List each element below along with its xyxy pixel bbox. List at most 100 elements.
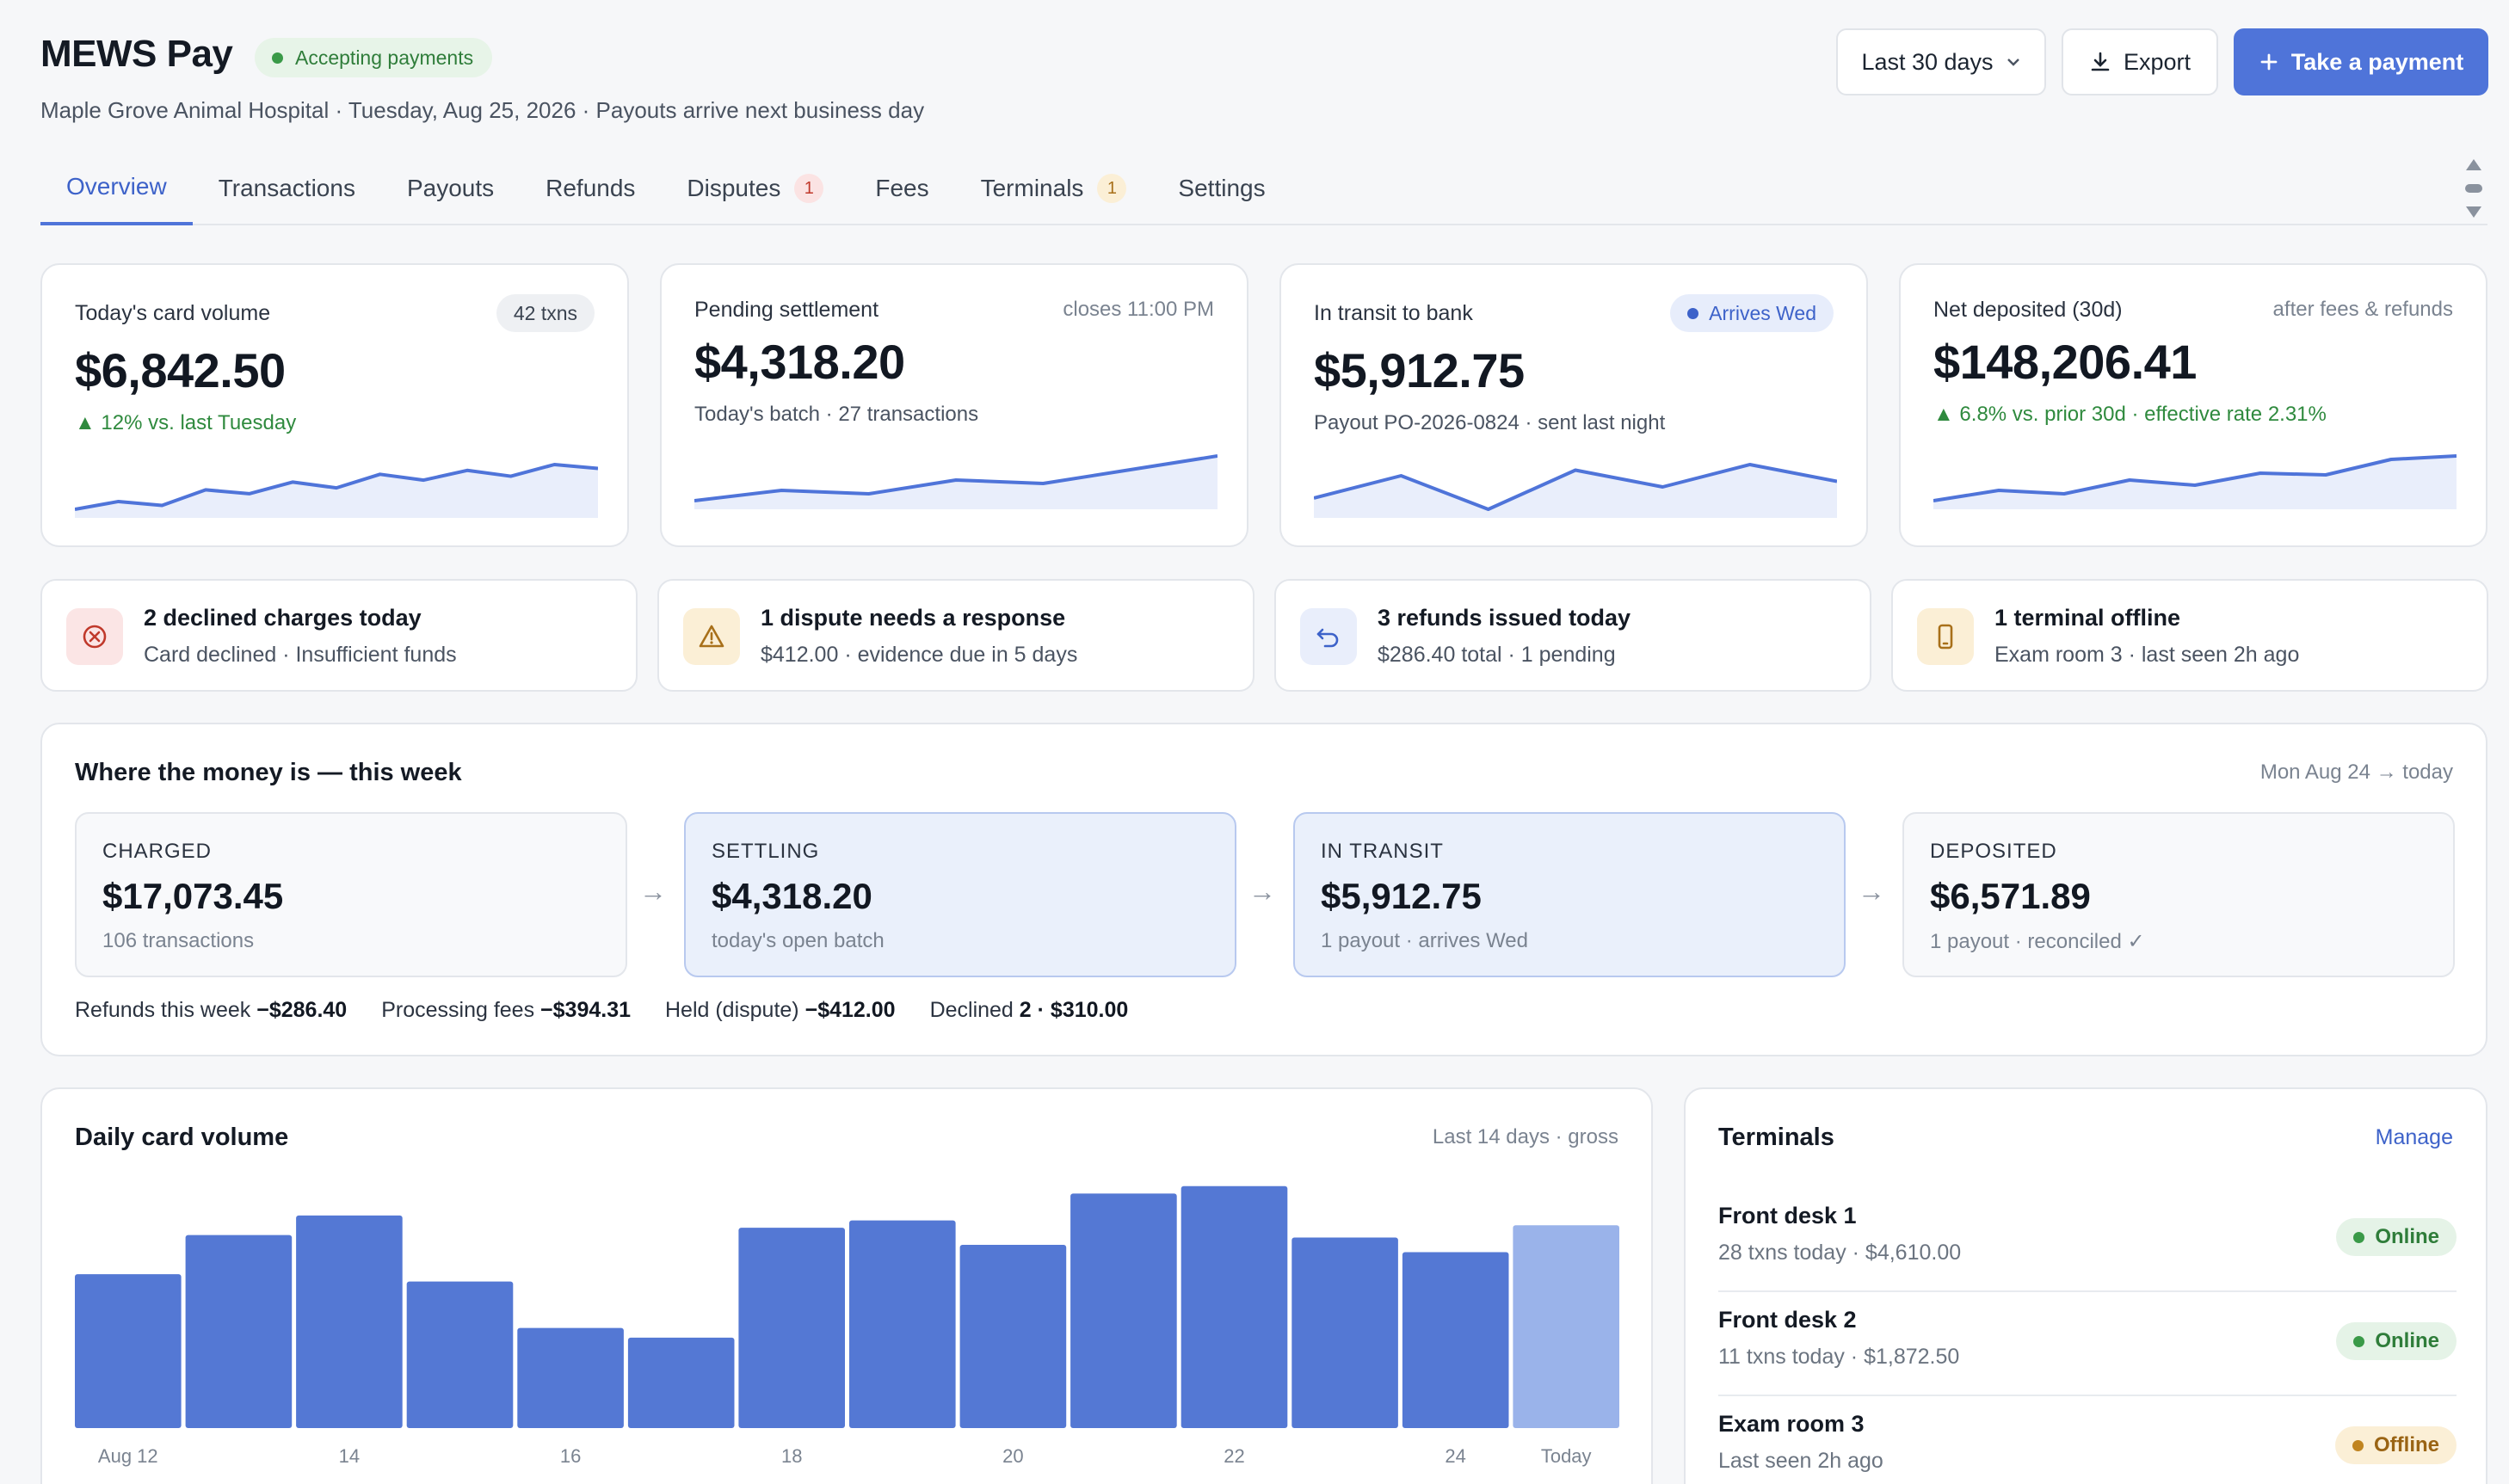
flow-stage-value: $5,912.75 [1321,876,1482,916]
tab-label: Transactions [218,175,355,201]
tab-count-badge: 1 [794,174,824,203]
daily-volume-title: Daily card volume [75,1124,289,1151]
flow-stage-subtitle: 106 transactions [102,929,255,952]
kpi-note: Payout PO-2026-0824 · sent last night [1314,411,1666,434]
scroll-up-icon[interactable] [2464,157,2483,172]
bar-22[interactable] [1181,1185,1288,1428]
terminal-detail: 11 txns today · $1,872.50 [1718,1345,1960,1369]
x-tick-label: 18 [781,1445,802,1467]
net-deposited-card[interactable]: Net deposited (30d) after fees & refunds… [1899,263,2487,547]
tab-overview[interactable]: Overview [40,151,193,225]
x-tick-label: 24 [1445,1445,1465,1467]
tab-scroll-control[interactable] [2463,157,2485,220]
flow-stage-label: IN TRANSIT [1321,840,1444,863]
date-range-select[interactable]: Last 30 days [1836,28,2046,95]
daily-volume-card: Daily card volume Last 14 days · gross A… [40,1087,1653,1484]
alert-card[interactable]: 1 terminal offline Exam room 3 · last se… [1891,579,2488,692]
terminal-name: Front desk 2 [1718,1307,1857,1333]
status-dot-icon [2353,1335,2365,1347]
tab-label: Settings [1178,175,1266,201]
kpi-label: In transit to bank [1314,301,1473,325]
tab-label: Refunds [546,175,636,201]
phone-icon [1917,608,1974,665]
alert-card[interactable]: 3 refunds issued today $286.40 total · 1… [1274,579,1871,692]
tab-disputes[interactable]: Disputes 1 [661,151,849,225]
terminal-name: Front desk 1 [1718,1203,1857,1228]
scroll-down-icon[interactable] [2464,205,2483,220]
brand-title: MEWS Pay [40,33,233,75]
bar-17[interactable] [627,1337,735,1428]
flow-stage-subtitle: today's open batch [712,929,885,952]
alert-title: 1 dispute needs a response [761,605,1066,631]
terminal-divider [1718,1395,2457,1396]
flow-stage-in-transit[interactable]: IN TRANSIT $5,912.75 1 payout · arrives … [1293,812,1846,977]
x-tick-label: Today [1541,1445,1592,1467]
page-subtitle: Maple Grove Animal Hospital · Tuesday, A… [40,97,925,123]
tab-fees[interactable]: Fees [849,151,954,225]
tab-settings[interactable]: Settings [1152,151,1291,225]
kpi-corner-note: closes 11:00 PM [1063,298,1214,321]
bar-13[interactable] [185,1235,293,1428]
scroll-thumb[interactable] [2465,184,2482,193]
bar-24[interactable] [1402,1252,1509,1429]
kpi-value: $6,842.50 [75,343,286,397]
x-tick-label: Aug 12 [98,1445,158,1467]
tab-label: Fees [875,175,929,201]
accepting-payments-label: Accepting payments [295,46,474,69]
kpi-sparkline [694,454,1218,509]
export-button[interactable]: Export [2062,28,2218,95]
flow-stage-deposited[interactable]: DEPOSITED $6,571.89 1 payout · reconcile… [1902,812,2455,977]
bar-18[interactable] [738,1228,845,1428]
money-flow-range: Mon Aug 24 → today [2259,760,2453,784]
date-range-label: Last 30 days [1861,48,1994,75]
tab-count-badge: 1 [1097,174,1127,203]
tab-refunds[interactable]: Refunds [520,151,661,225]
terminal-row[interactable]: Exam room 3 Last seen 2h ago Offline [1718,1402,2457,1484]
bar-15[interactable] [406,1281,514,1428]
bar-today[interactable] [1513,1225,1619,1428]
todays-card-volume-card[interactable]: Today's card volume 42 txns $6,842.50 ▲ … [40,263,629,547]
x-tick-label: 14 [339,1445,360,1467]
export-label: Export [2123,48,2192,75]
undo-icon [1300,608,1357,665]
status-dot-icon [2353,1231,2365,1243]
kpi-note: Today's batch · 27 transactions [694,403,979,426]
sparkline-area [694,456,1218,509]
alert-card[interactable]: 2 declined charges today Card declined ·… [40,579,638,692]
bar-19[interactable] [849,1220,956,1428]
bar-14[interactable] [296,1215,403,1428]
terminal-status-badge: Online [2336,1218,2457,1256]
terminal-status-label: Online [2375,1329,2439,1352]
sparkline-line [1314,463,1837,511]
kpi-value: $5,912.75 [1314,343,1525,397]
tab-transactions[interactable]: Transactions [193,151,381,225]
money-flow-title: Where the money is — this week [75,759,462,786]
plus-icon [2260,53,2278,71]
flow-stage-charged[interactable]: CHARGED $17,073.45 106 transactions [75,812,627,977]
terminal-row[interactable]: Front desk 2 11 txns today · $1,872.50 O… [1718,1298,2457,1384]
warning-icon [683,608,740,665]
terminal-status-badge: Online [2336,1322,2457,1360]
alert-card[interactable]: 1 dispute needs a response $412.00 · evi… [657,579,1254,692]
bar-16[interactable] [517,1327,624,1428]
bar-23[interactable] [1291,1237,1398,1429]
pending-settlement-card[interactable]: Pending settlement closes 11:00 PM $4,31… [660,263,1248,547]
flow-footer-label: Declined [929,998,1014,1022]
take-payment-button[interactable]: Take a payment [2234,28,2488,95]
bar-aug-12[interactable] [75,1274,182,1428]
kpi-note: ▲ 6.8% vs. prior 30d · effective rate 2.… [1933,403,2327,426]
alert-subtitle: Exam room 3 · last seen 2h ago [1994,643,2300,667]
kpi-sparkline [1314,463,1837,518]
flow-stage-label: DEPOSITED [1930,840,2057,863]
bar-20[interactable] [959,1245,1067,1428]
txn-count-label: 42 txns [513,301,577,324]
manage-terminals-link[interactable]: Manage [2375,1125,2453,1149]
in-transit-card[interactable]: In transit to bank Arrives Wed $5,912.75… [1279,263,1868,547]
tab-terminals[interactable]: Terminals 1 [955,151,1153,225]
bar-21[interactable] [1070,1193,1177,1428]
arrival-label: Arrives Wed [1709,301,1816,324]
flow-footer-label: Refunds this week [75,998,251,1022]
terminal-row[interactable]: Front desk 1 28 txns today · $4,610.00 O… [1718,1194,2457,1280]
flow-stage-settling[interactable]: SETTLING $4,318.20 today's open batch [684,812,1236,977]
tab-payouts[interactable]: Payouts [381,151,520,225]
